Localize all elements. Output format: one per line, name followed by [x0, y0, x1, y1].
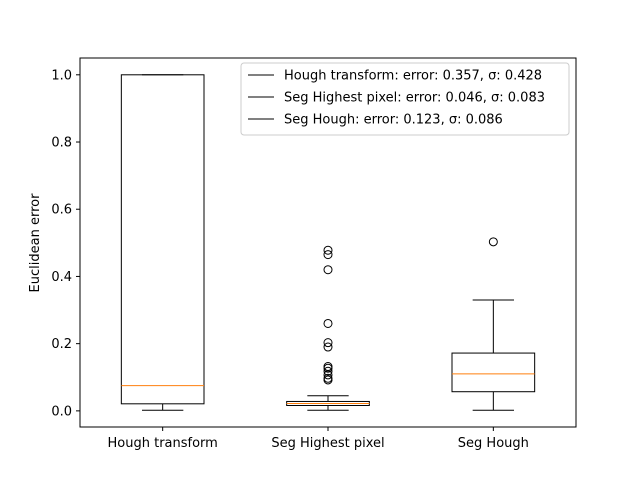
x-tick-label: Seg Hough	[458, 436, 529, 451]
outlier-point	[323, 265, 333, 275]
y-tick-label: 0.6	[51, 203, 72, 218]
y-tick-label: 0.2	[51, 337, 72, 352]
plot-area	[120, 74, 536, 411]
x-tick-label: Hough transform	[108, 436, 218, 451]
outlier-point	[323, 250, 333, 260]
y-axis-label: Euclidean error	[28, 193, 43, 293]
box-body	[120, 74, 205, 405]
outlier-point	[323, 338, 333, 348]
box-1	[120, 74, 205, 411]
legend-entry: Seg Highest pixel: error: 0.046, σ: 0.08…	[284, 91, 545, 106]
outlier-point	[323, 362, 333, 372]
x-tick-label: Seg Highest pixel	[271, 436, 384, 451]
outlier-point	[323, 366, 333, 376]
box-body	[451, 352, 536, 393]
y-tick-label: 0.4	[51, 270, 72, 285]
y-tick-label: 1.0	[51, 68, 72, 83]
y-tick-label: 0.0	[51, 404, 72, 419]
y-tick-label: 0.8	[51, 136, 72, 151]
legend-entry: Seg Hough: error: 0.123, σ: 0.086	[284, 113, 503, 128]
legend-frame	[240, 62, 570, 136]
outlier-point	[323, 245, 333, 255]
axes: 0.0 0.2 0.4 0.6 0.8 1.0 Hough transform Seg Hig…	[51, 57, 577, 451]
legend-entry: Hough transform: error: 0.357, σ: 0.428	[284, 69, 542, 84]
legend: Hough transform: error: 0.357, σ: 0.428 S…	[240, 62, 570, 136]
box-3	[451, 237, 536, 411]
box-2	[286, 245, 370, 411]
outlier-point	[323, 373, 333, 383]
outlier-point	[488, 237, 498, 247]
outlier-point	[323, 342, 333, 352]
outlier-point	[323, 318, 333, 328]
